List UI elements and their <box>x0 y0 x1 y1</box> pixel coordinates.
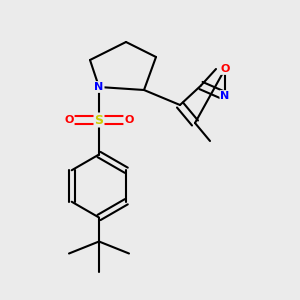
Text: N: N <box>94 82 103 92</box>
Text: S: S <box>94 113 103 127</box>
Text: O: O <box>220 64 230 74</box>
Text: N: N <box>220 91 230 101</box>
Text: O: O <box>64 115 74 125</box>
Text: O: O <box>124 115 134 125</box>
